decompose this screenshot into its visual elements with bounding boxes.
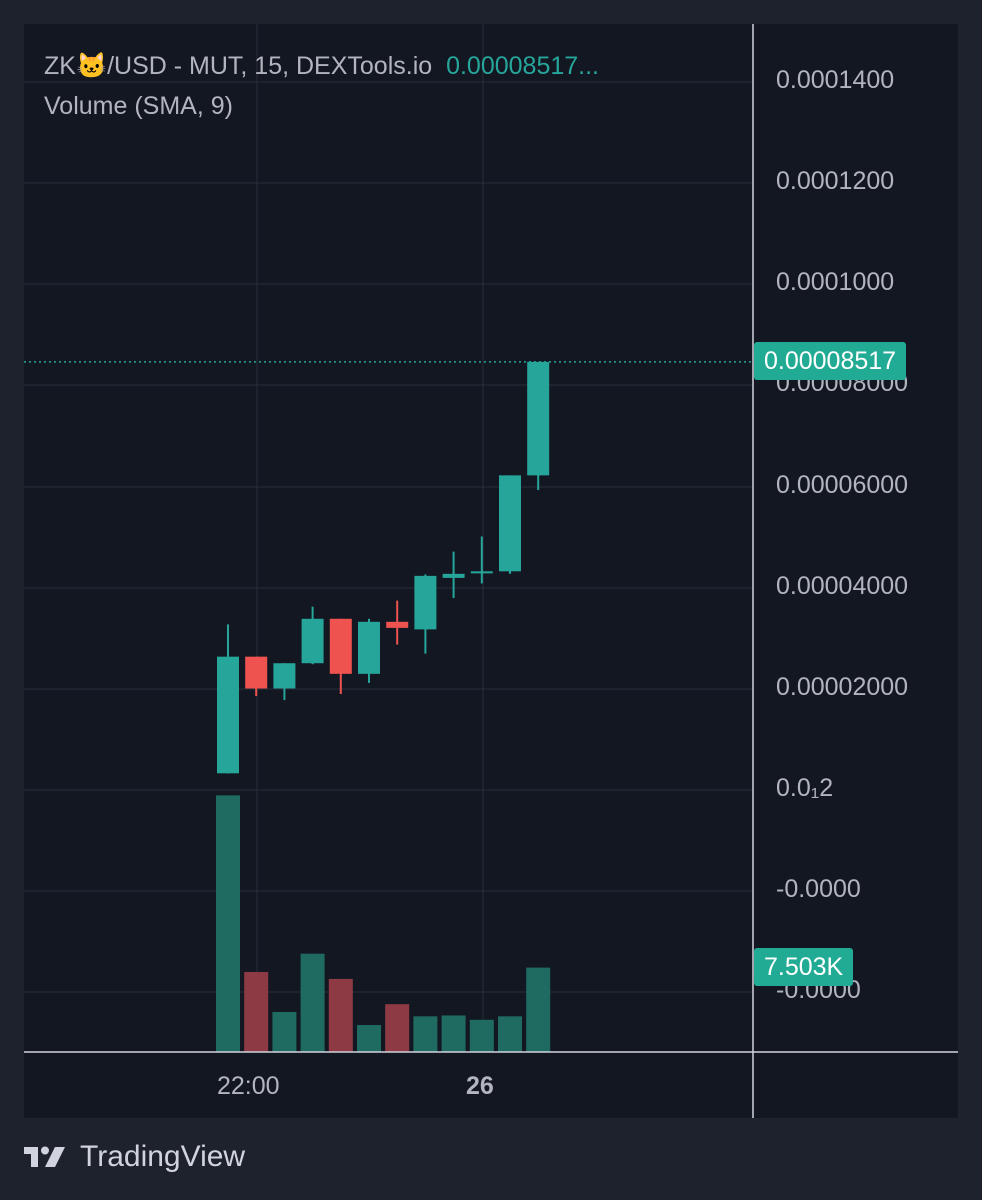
volume-bar bbox=[272, 1011, 297, 1052]
time-label-2200: 22:00 bbox=[217, 1072, 280, 1100]
volume-bar bbox=[498, 1016, 522, 1052]
last-volume-tag: 7.503K bbox=[754, 948, 854, 986]
volume-bar bbox=[244, 971, 269, 1052]
price-tick-label: 0.0₁2 bbox=[776, 774, 834, 802]
volume-indicator-legend[interactable]: Volume (SMA, 9) bbox=[44, 92, 233, 120]
chart-frame[interactable]: ZK🐱/USD - MUT, 15, DEXTools.io 0.0000851… bbox=[24, 24, 958, 1118]
candle-body bbox=[329, 618, 352, 674]
chart-legend-title: ZK🐱/USD - MUT, 15, DEXTools.io 0.0000851… bbox=[44, 52, 599, 81]
volume-bar bbox=[328, 978, 353, 1052]
volume-bar bbox=[300, 953, 325, 1052]
volume-bar bbox=[526, 967, 551, 1052]
price-tick-label: 0.00002000 bbox=[776, 673, 909, 701]
candle-body bbox=[358, 621, 380, 674]
price-tick-label: 0.0001400 bbox=[776, 66, 895, 94]
candle-body bbox=[245, 656, 268, 689]
volume-bar bbox=[357, 1025, 381, 1052]
volume-bar bbox=[413, 1016, 438, 1052]
price-tick-label: 0.0001200 bbox=[776, 167, 895, 195]
candle-body bbox=[273, 663, 296, 689]
tradingview-brand[interactable]: TradingView bbox=[24, 1140, 245, 1174]
candle-body bbox=[301, 618, 324, 664]
candle-body bbox=[442, 573, 465, 578]
tradingview-logo-icon bbox=[24, 1146, 65, 1167]
legend-last-price: 0.00008517... bbox=[446, 52, 599, 80]
symbol-title: ZK🐱/USD - MUT, 15, DEXTools.io bbox=[44, 52, 433, 80]
candles bbox=[217, 361, 550, 774]
grid-lines bbox=[24, 24, 752, 1052]
candle-body bbox=[527, 361, 550, 476]
volume-bar bbox=[216, 795, 240, 1052]
candle-body bbox=[386, 621, 409, 628]
volume-bar bbox=[441, 1015, 466, 1052]
price-tick-label: 0.00004000 bbox=[776, 572, 909, 600]
candle-body bbox=[470, 571, 493, 574]
last-price-tag: 0.00008517 bbox=[754, 342, 907, 380]
volume-bar bbox=[469, 1019, 494, 1052]
candle-body bbox=[414, 575, 437, 630]
price-tick-label: 0.0001000 bbox=[776, 268, 895, 296]
price-tick-label: -0.0000 bbox=[776, 875, 861, 903]
volume-bar bbox=[385, 1004, 410, 1052]
volume-bars bbox=[216, 795, 551, 1052]
price-tick-label: 0.00006000 bbox=[776, 471, 909, 499]
candle-body bbox=[217, 656, 239, 774]
brand-name: TradingView bbox=[80, 1140, 246, 1173]
candle-body bbox=[499, 475, 521, 572]
chart-canvas[interactable] bbox=[24, 24, 958, 1118]
time-label-26: 26 bbox=[466, 1072, 494, 1100]
